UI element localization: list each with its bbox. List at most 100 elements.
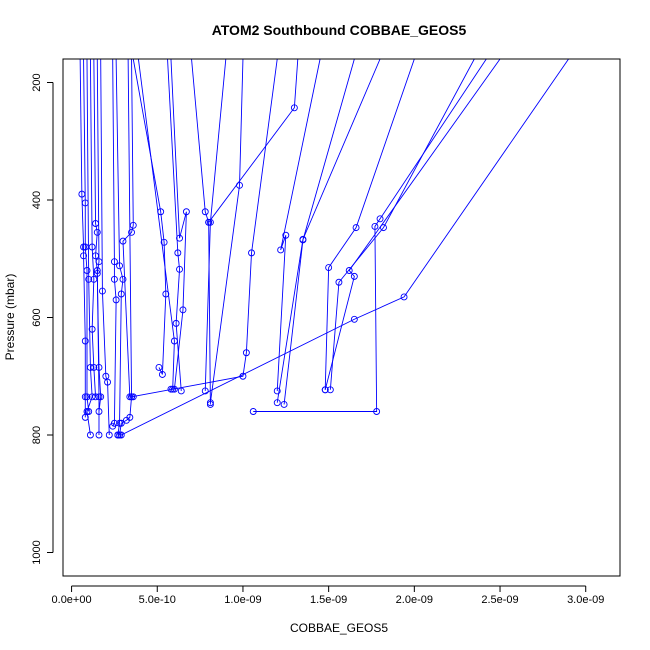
series-line	[117, 59, 569, 436]
data-point	[119, 237, 127, 245]
data-point	[176, 234, 183, 242]
series-24	[321, 59, 415, 394]
data-point	[116, 431, 124, 439]
data-point	[81, 337, 89, 345]
series-line	[167, 59, 182, 391]
data-point	[242, 349, 250, 357]
data-point	[90, 275, 98, 283]
series-line	[209, 59, 244, 403]
data-point	[85, 275, 93, 283]
data-point	[400, 293, 408, 301]
data-point	[119, 275, 127, 283]
data-point	[104, 378, 112, 386]
data-point	[155, 363, 163, 371]
series-line	[100, 59, 110, 436]
series-line	[115, 59, 124, 436]
data-point	[290, 104, 298, 112]
series-21	[273, 59, 321, 395]
data-point	[116, 262, 124, 270]
series-line	[191, 59, 211, 405]
series-18	[206, 59, 244, 407]
series-25	[249, 59, 487, 415]
data-point	[350, 315, 358, 323]
data-point	[176, 265, 183, 273]
data-point	[158, 371, 166, 378]
series-line	[324, 59, 415, 390]
data-point	[373, 408, 381, 415]
data-point	[376, 215, 384, 223]
data-point	[93, 269, 101, 277]
data-point	[117, 290, 125, 298]
series-line	[89, 59, 97, 397]
series-15	[170, 59, 190, 393]
data-point	[201, 208, 209, 216]
data-point	[80, 243, 88, 251]
data-point	[105, 431, 113, 439]
x-tick-label: 2.0e-09	[396, 594, 433, 606]
data-point	[129, 393, 137, 401]
series-line	[253, 59, 487, 412]
series-line	[83, 59, 90, 412]
x-tick-label: 3.0e-09	[567, 594, 604, 606]
data-point	[280, 401, 288, 408]
data-point	[117, 431, 125, 439]
series-7	[98, 59, 113, 439]
series-8	[109, 59, 120, 430]
data-point	[116, 419, 124, 427]
y-tick-label: 1000	[31, 540, 43, 564]
series-line	[119, 59, 133, 436]
data-point	[97, 393, 105, 401]
series-17	[201, 59, 227, 395]
data-point	[83, 393, 91, 401]
data-point	[114, 431, 122, 439]
series-4	[88, 59, 100, 401]
data-point	[90, 363, 98, 371]
series-12	[132, 59, 170, 378]
series-line	[170, 59, 187, 390]
x-tick-label: 1.0e-09	[224, 594, 261, 606]
series-14	[167, 59, 185, 395]
series-5	[92, 59, 103, 439]
data-point	[80, 252, 88, 260]
data-point	[169, 385, 177, 393]
data-point	[95, 431, 103, 439]
x-tick-label: 2.5e-09	[481, 594, 518, 606]
data-point	[321, 386, 329, 394]
data-point	[112, 296, 120, 304]
axes-layer: 0.0e+00 5.0e-10 1.0e-09 1.5e-09 2.0e-09 2.5e-…	[31, 73, 604, 606]
data-point	[129, 221, 137, 229]
series-2	[81, 59, 93, 415]
y-tick-label: 400	[31, 191, 43, 209]
data-point	[98, 287, 106, 295]
y-tick-label: 800	[31, 426, 43, 444]
data-point	[93, 228, 101, 236]
series-3	[83, 59, 96, 439]
series-layer	[78, 59, 569, 439]
data-point	[205, 218, 213, 226]
plot-frame	[62, 58, 621, 577]
data-point	[160, 238, 168, 246]
data-point	[110, 258, 118, 266]
data-point	[122, 416, 130, 424]
data-point	[179, 306, 187, 314]
data-point	[109, 422, 117, 430]
data-point	[248, 249, 255, 257]
y-axis-label: Pressure (mbar)	[3, 274, 17, 361]
data-point	[352, 224, 360, 232]
data-point	[128, 393, 136, 401]
data-point	[117, 419, 125, 427]
data-point	[345, 267, 353, 274]
data-point	[88, 243, 96, 251]
data-point	[172, 319, 180, 327]
series-19	[128, 59, 278, 401]
y-tick-label: 600	[31, 308, 43, 326]
series-20	[205, 59, 299, 226]
x-axis-label: COBBAE_GEOS5	[290, 621, 388, 635]
data-point	[95, 363, 103, 371]
data-point	[201, 387, 209, 395]
data-point	[128, 228, 136, 236]
data-point	[273, 387, 281, 395]
series-line	[93, 59, 100, 435]
series-line	[204, 59, 227, 391]
